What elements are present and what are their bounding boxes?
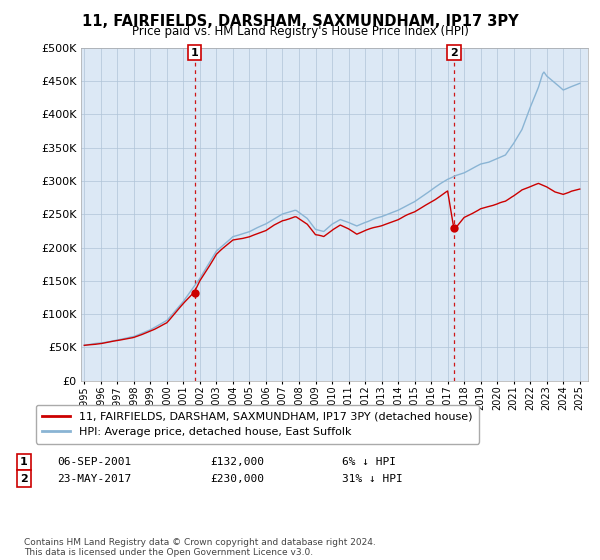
Legend: 11, FAIRFIELDS, DARSHAM, SAXMUNDHAM, IP17 3PY (detached house), HPI: Average pri: 11, FAIRFIELDS, DARSHAM, SAXMUNDHAM, IP1… — [35, 405, 479, 444]
Text: 11, FAIRFIELDS, DARSHAM, SAXMUNDHAM, IP17 3PY: 11, FAIRFIELDS, DARSHAM, SAXMUNDHAM, IP1… — [82, 14, 518, 29]
Text: 2: 2 — [450, 48, 458, 58]
Text: £230,000: £230,000 — [210, 474, 264, 484]
Text: 1: 1 — [191, 48, 199, 58]
Text: 2: 2 — [20, 474, 28, 484]
Text: Price paid vs. HM Land Registry's House Price Index (HPI): Price paid vs. HM Land Registry's House … — [131, 25, 469, 38]
Text: 1: 1 — [20, 457, 28, 467]
Text: Contains HM Land Registry data © Crown copyright and database right 2024.
This d: Contains HM Land Registry data © Crown c… — [24, 538, 376, 557]
Text: 31% ↓ HPI: 31% ↓ HPI — [342, 474, 403, 484]
Text: £132,000: £132,000 — [210, 457, 264, 467]
Text: 23-MAY-2017: 23-MAY-2017 — [57, 474, 131, 484]
Text: 6% ↓ HPI: 6% ↓ HPI — [342, 457, 396, 467]
Text: 06-SEP-2001: 06-SEP-2001 — [57, 457, 131, 467]
